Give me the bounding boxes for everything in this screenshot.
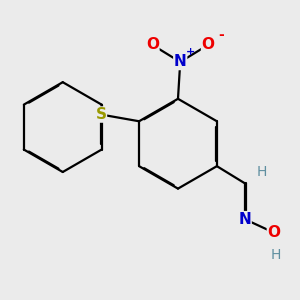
Text: O: O	[267, 225, 280, 240]
Text: H: H	[256, 165, 267, 179]
Text: O: O	[146, 38, 159, 52]
Text: N: N	[174, 55, 187, 70]
Text: H: H	[271, 248, 281, 262]
Text: +: +	[185, 47, 195, 57]
Text: S: S	[95, 107, 106, 122]
Text: O: O	[202, 38, 214, 52]
Text: N: N	[238, 212, 251, 227]
Text: -: -	[219, 28, 224, 42]
